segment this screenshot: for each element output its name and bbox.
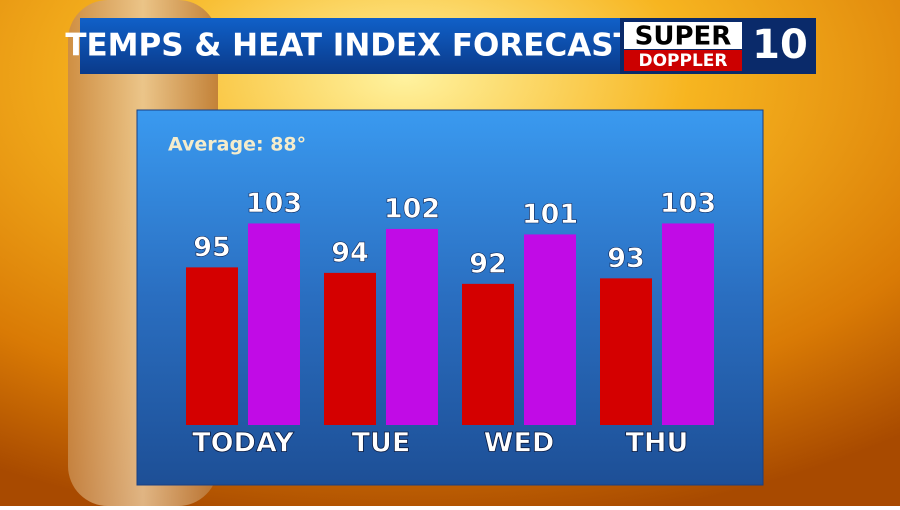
bar	[324, 272, 376, 425]
value-label: 92	[469, 248, 507, 279]
logo-doppler: DOPPLER	[638, 51, 727, 71]
x-tick-label: TODAY	[192, 428, 294, 459]
value-label: 93	[607, 243, 645, 274]
plot: 95 103 TODAY 94 102 TUE 92 101 WED 93 103 THU	[186, 188, 716, 459]
value-label: 103	[660, 188, 716, 219]
bar	[248, 223, 300, 425]
bar	[662, 223, 714, 425]
logo-super: SUPER	[635, 22, 732, 52]
value-label: 94	[331, 237, 369, 268]
value-label: 103	[246, 188, 302, 219]
logo-top-box	[624, 22, 742, 49]
bar	[386, 228, 438, 425]
value-label: 102	[384, 193, 440, 224]
bar	[524, 234, 576, 425]
bar	[600, 278, 652, 425]
title-bar	[80, 18, 620, 74]
value-label: 101	[522, 199, 578, 230]
logo-number: 10	[752, 22, 808, 68]
annotation: Average: 88°	[168, 134, 306, 156]
x-tick-label: THU	[626, 428, 689, 459]
value-label: 95	[193, 232, 231, 263]
x-tick-label: TUE	[352, 428, 411, 459]
logo-bottom-box	[624, 50, 742, 71]
x-tick-label: WED	[484, 428, 555, 459]
bar	[462, 283, 514, 425]
title: TEMPS & HEAT INDEX FORECAST	[65, 28, 634, 64]
chart-panel	[136, 109, 764, 486]
bar	[186, 267, 238, 425]
logo: SUPER DOPPLER 10	[620, 18, 816, 74]
